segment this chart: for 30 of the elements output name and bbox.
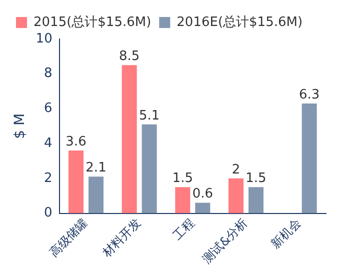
y-tick-label: 4: [44, 136, 52, 151]
y-tick-label: 8: [44, 66, 52, 82]
y-tick-label: 10: [36, 31, 52, 46]
bar: [68, 150, 84, 214]
bar: [175, 187, 190, 214]
legend-label: 2015(总计$15.6M): [34, 14, 152, 30]
bar: [122, 65, 137, 214]
data-label: 1.5: [172, 170, 194, 186]
bar: [228, 178, 244, 214]
data-label: 0.6: [192, 186, 214, 202]
data-label: 2.1: [86, 160, 106, 176]
data-label: 3.6: [66, 134, 86, 150]
data-label: 2: [232, 162, 240, 178]
bar: [195, 202, 210, 214]
legend-label: 2016E(总计$15.6M): [176, 14, 303, 30]
bar: [142, 124, 157, 214]
x-tick-label: 材料开发: [99, 216, 144, 260]
y-tick-label: 2: [44, 170, 52, 186]
bar: [302, 103, 317, 214]
x-tick-label: 新机会: [268, 216, 304, 252]
data-label: 6.3: [298, 87, 320, 102]
bar: [88, 176, 104, 214]
bar: [248, 187, 264, 214]
data-label: 1.5: [246, 170, 266, 186]
y-axis-title: $ M: [12, 113, 28, 139]
x-tick-label: 测试&分析: [200, 216, 250, 266]
x-tick-label: 工程: [170, 216, 197, 243]
data-label: 5.1: [138, 108, 160, 124]
data-label: 8.5: [118, 49, 140, 64]
y-tick-label: 6: [44, 101, 52, 116]
